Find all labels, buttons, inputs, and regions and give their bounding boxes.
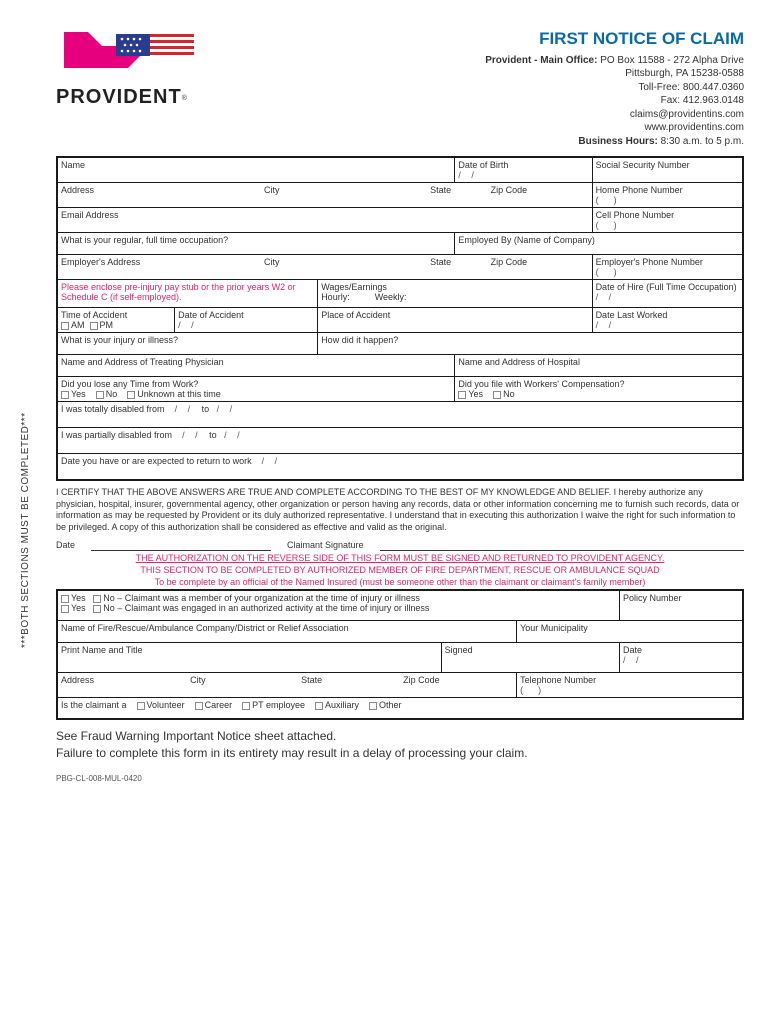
header: PROVIDENT® FIRST NOTICE OF CLAIM Provide… bbox=[56, 28, 744, 148]
registered-icon: ® bbox=[182, 95, 187, 102]
checkbox-member-yes[interactable] bbox=[61, 595, 69, 603]
field-employed-by[interactable]: Employed By (Name of Company) bbox=[455, 233, 743, 255]
red-notice-1: THE AUTHORIZATION ON THE REVERSE SIDE OF… bbox=[56, 553, 744, 564]
checkbox-pt[interactable] bbox=[242, 702, 250, 710]
field-totally-disabled[interactable]: I was totally disabled from / / to / / bbox=[57, 402, 743, 428]
sig-underline[interactable] bbox=[380, 540, 744, 551]
field-date-hire[interactable]: Date of Hire (Full Time Occupation)/ / bbox=[592, 280, 743, 308]
field-policy-number[interactable]: Policy Number bbox=[620, 590, 744, 620]
checkbox-losetime-yes[interactable] bbox=[61, 391, 69, 399]
field-accident-time-date[interactable]: Time of AccidentAM PM Date of Accident/ … bbox=[57, 308, 318, 333]
checkbox-losetime-no[interactable] bbox=[96, 391, 104, 399]
side-completed-label: ***BOTH SECTIONS MUST BE COMPLETED*** bbox=[20, 412, 31, 648]
field-workers-comp[interactable]: Did you file with Workers' Compensation?… bbox=[455, 377, 743, 402]
field-address[interactable]: Address City State Zip Code bbox=[57, 183, 592, 208]
red-notice-2: THIS SECTION TO BE COMPLETED BY AUTHORIZ… bbox=[56, 565, 744, 576]
checkbox-other[interactable] bbox=[369, 702, 377, 710]
form-title: FIRST NOTICE OF CLAIM bbox=[485, 28, 744, 51]
office-fax: Fax: 412.963.0148 bbox=[485, 94, 744, 108]
provident-logo-icon bbox=[56, 28, 206, 86]
checkbox-member-no[interactable] bbox=[93, 595, 101, 603]
form-body: Name Date of Birth/ / Social Security Nu… bbox=[56, 156, 744, 783]
field-email[interactable]: Email Address bbox=[57, 208, 592, 233]
field-injury[interactable]: What is your injury or illness? bbox=[57, 333, 318, 355]
section1-table: Name Date of Birth/ / Social Security Nu… bbox=[56, 156, 744, 481]
checkbox-wc-yes[interactable] bbox=[458, 391, 466, 399]
field-address2[interactable]: Address City State Zip Code bbox=[57, 672, 517, 697]
field-dob[interactable]: Date of Birth/ / bbox=[455, 157, 592, 183]
date-label: Date bbox=[56, 540, 75, 551]
office-addr1: PO Box 11588 - 272 Alpha Drive bbox=[600, 55, 744, 66]
field-date2[interactable]: Date/ / bbox=[620, 642, 744, 672]
checkbox-losetime-unknown[interactable] bbox=[127, 391, 135, 399]
field-name[interactable]: Name bbox=[57, 157, 455, 183]
checkbox-engaged-no[interactable] bbox=[93, 605, 101, 613]
field-member-engaged[interactable]: Yes No – Claimant was a member of your o… bbox=[57, 590, 620, 620]
field-cell-phone[interactable]: Cell Phone Number( ) bbox=[592, 208, 743, 233]
checkbox-aux[interactable] bbox=[315, 702, 323, 710]
field-print-name[interactable]: Print Name and Title bbox=[57, 642, 441, 672]
field-how-happen[interactable]: How did it happen? bbox=[318, 333, 743, 355]
field-physician[interactable]: Name and Address of Treating Physician bbox=[57, 355, 455, 377]
field-occupation[interactable]: What is your regular, full time occupati… bbox=[57, 233, 455, 255]
header-office-info: FIRST NOTICE OF CLAIM Provident - Main O… bbox=[485, 28, 744, 148]
checkbox-engaged-yes[interactable] bbox=[61, 605, 69, 613]
field-telephone[interactable]: Telephone Number( ) bbox=[517, 672, 743, 697]
field-ssn[interactable]: Social Security Number bbox=[592, 157, 743, 183]
field-place-accident[interactable]: Place of Accident bbox=[318, 308, 592, 333]
field-lose-time[interactable]: Did you lose any Time from Work? Yes No … bbox=[57, 377, 455, 402]
logo: PROVIDENT® bbox=[56, 28, 206, 109]
hours: 8:30 a.m. to 5 p.m. bbox=[661, 136, 744, 147]
form-id: PBG-CL-008-MUL-0420 bbox=[56, 774, 744, 783]
red-notice-3: To be complete by an official of the Nam… bbox=[56, 577, 744, 588]
logo-text: PROVIDENT bbox=[56, 86, 182, 108]
field-wages[interactable]: Wages/EarningsHourly: Weekly: bbox=[318, 280, 592, 308]
signature-line: Date Claimant Signature bbox=[56, 540, 744, 551]
checkbox-wc-no[interactable] bbox=[493, 391, 501, 399]
page: ***BOTH SECTIONS MUST BE COMPLETED*** PR… bbox=[18, 28, 744, 783]
footer-line-2: Failure to complete this form in its ent… bbox=[56, 745, 744, 762]
field-return-date[interactable]: Date you have or are expected to return … bbox=[57, 454, 743, 480]
field-hospital[interactable]: Name and Address of Hospital bbox=[455, 355, 743, 377]
paystub-note: Please enclose pre-injury pay stub or th… bbox=[57, 280, 318, 308]
field-org-name[interactable]: Name of Fire/Rescue/Ambulance Company/Di… bbox=[57, 620, 517, 642]
checkbox-career[interactable] bbox=[195, 702, 203, 710]
office-tollfree: Toll-Free: 800.447.0360 bbox=[485, 81, 744, 95]
office-web: www.providentins.com bbox=[485, 121, 744, 135]
certification-text: I CERTIFY THAT THE ABOVE ANSWERS ARE TRU… bbox=[56, 487, 744, 534]
field-employer-address[interactable]: Employer's Address City State Zip Code bbox=[57, 255, 592, 280]
hours-label: Business Hours: bbox=[578, 136, 657, 147]
checkbox-volunteer[interactable] bbox=[137, 702, 145, 710]
footer-line-1: See Fraud Warning Important Notice sheet… bbox=[56, 728, 744, 745]
field-signed[interactable]: Signed bbox=[441, 642, 619, 672]
claimant-sig-label: Claimant Signature bbox=[287, 540, 364, 551]
checkbox-pm[interactable] bbox=[90, 322, 98, 330]
office-email: claims@providentins.com bbox=[485, 108, 744, 122]
field-employer-phone[interactable]: Employer's Phone Number( ) bbox=[592, 255, 743, 280]
checkbox-am[interactable] bbox=[61, 322, 69, 330]
field-claimant-type[interactable]: Is the claimant a Volunteer Career PT em… bbox=[57, 697, 743, 719]
office-label: Provident - Main Office: bbox=[485, 55, 597, 66]
field-home-phone[interactable]: Home Phone Number( ) bbox=[592, 183, 743, 208]
date-underline[interactable] bbox=[91, 540, 271, 551]
section2-table: Yes No – Claimant was a member of your o… bbox=[56, 589, 744, 720]
field-municipality[interactable]: Your Municipality bbox=[517, 620, 743, 642]
field-partially-disabled[interactable]: I was partially disabled from / / to / / bbox=[57, 428, 743, 454]
office-addr2: Pittsburgh, PA 15238-0588 bbox=[485, 67, 744, 81]
field-date-last-worked[interactable]: Date Last Worked/ / bbox=[592, 308, 743, 333]
